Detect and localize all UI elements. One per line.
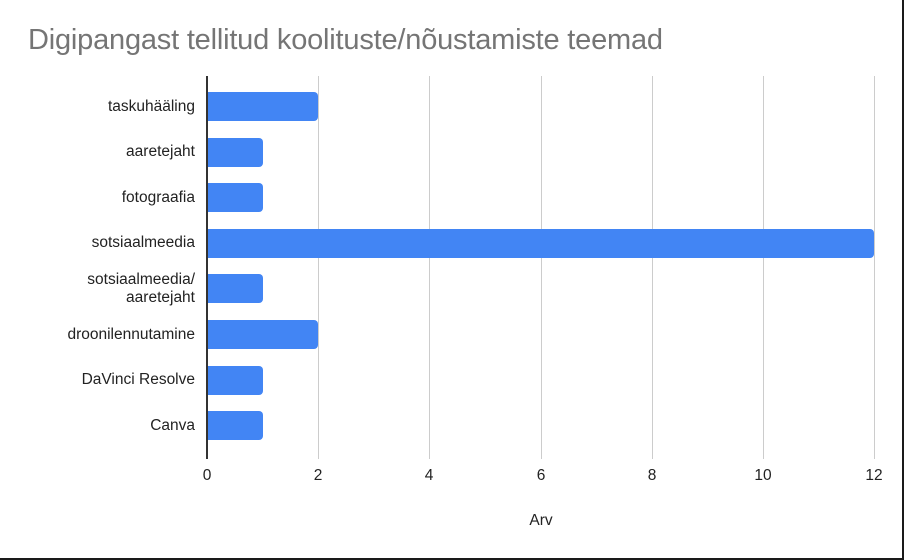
gridline-12	[874, 76, 875, 459]
y-axis-line	[206, 76, 208, 459]
x-tick-label: 6	[536, 467, 546, 484]
bar-sotsiaalmeedia-aaretejaht[interactable]	[207, 274, 263, 304]
x-tick-label: 4	[424, 467, 434, 484]
bar-taskuhaaling[interactable]	[207, 92, 319, 121]
gridline-8	[652, 76, 653, 459]
bar-davinci-resolve[interactable]	[207, 365, 263, 395]
category-label: DaVinci Resolve	[81, 371, 195, 389]
category-label: fotograafia	[121, 188, 195, 206]
bar-sotsiaalmeedia[interactable]	[207, 228, 874, 258]
category-label: taskuhääling	[107, 97, 195, 115]
bar-droonilennutamine[interactable]	[207, 320, 319, 349]
gridline-2	[318, 76, 319, 459]
bar-canva[interactable]	[207, 411, 263, 441]
category-label: Canva	[150, 416, 195, 434]
x-tick-label: 0	[202, 467, 212, 484]
bar-fotograafia[interactable]	[207, 183, 263, 213]
gridline-6	[541, 76, 542, 459]
bar-aaretejaht[interactable]	[207, 137, 263, 167]
category-label: aaretejaht	[126, 143, 195, 161]
category-label: sotsiaalmeedia/aaretejaht	[87, 270, 195, 306]
category-label: sotsiaalmeedia	[91, 234, 195, 252]
gridline-4	[429, 76, 430, 459]
x-tick-label: 2	[313, 467, 323, 484]
x-axis-title: Arv	[529, 512, 553, 529]
category-label: droonilennutamine	[67, 325, 195, 343]
x-tick-label: 8	[647, 467, 657, 484]
x-tick-label: 12	[865, 467, 883, 484]
plot-area	[206, 76, 875, 459]
gridline-10	[763, 76, 764, 459]
x-tick-label: 10	[754, 467, 772, 484]
chart-title: Digipangast tellitud koolituste/nõustami…	[28, 24, 663, 56]
